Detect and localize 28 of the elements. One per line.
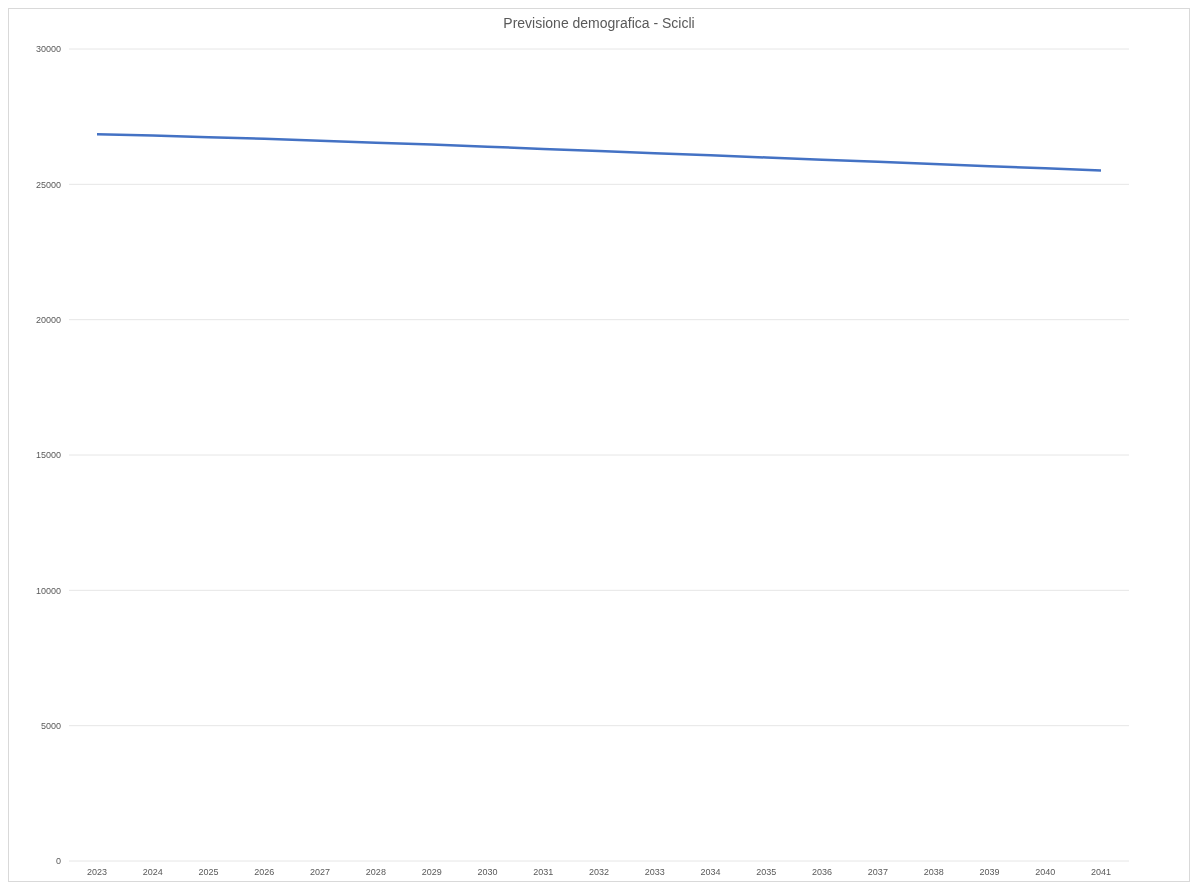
- y-tick-label: 20000: [35, 314, 61, 325]
- x-tick-label: 2033: [644, 867, 665, 878]
- chart-title: Previsione demografica - Scicli: [502, 14, 696, 33]
- x-tick-label: 2039: [979, 867, 1000, 878]
- x-tick-label: 2024: [142, 867, 163, 878]
- y-tick-label: 5000: [40, 720, 61, 731]
- y-tick-label: 30000: [35, 44, 61, 55]
- y-tick-label: 15000: [35, 450, 61, 461]
- x-tick-label: 2038: [923, 867, 944, 878]
- x-tick-label: 2025: [198, 867, 219, 878]
- y-tick-label: 0: [55, 856, 61, 867]
- x-tick-label: 2032: [588, 867, 610, 878]
- x-tick-label: 2023: [86, 867, 108, 878]
- x-tick-label: 2034: [700, 867, 721, 878]
- x-tick-label: 2026: [254, 867, 275, 878]
- x-tick-label: 2041: [1090, 867, 1112, 878]
- x-tick-label: 2035: [756, 867, 777, 878]
- x-tick-label: 2036: [812, 867, 833, 878]
- y-tick-label: 10000: [35, 585, 61, 596]
- y-tick-label: 25000: [35, 179, 61, 190]
- x-tick-label: 2040: [1035, 867, 1056, 878]
- line-series: [95, 133, 1103, 172]
- x-tick-label: 2027: [310, 867, 331, 878]
- x-tick-label: 2031: [533, 867, 554, 878]
- x-tick-label: 2030: [477, 867, 498, 878]
- x-tick-label: 2028: [365, 867, 386, 878]
- x-tick-label: 2037: [867, 867, 888, 878]
- x-tick-label: 2029: [421, 867, 442, 878]
